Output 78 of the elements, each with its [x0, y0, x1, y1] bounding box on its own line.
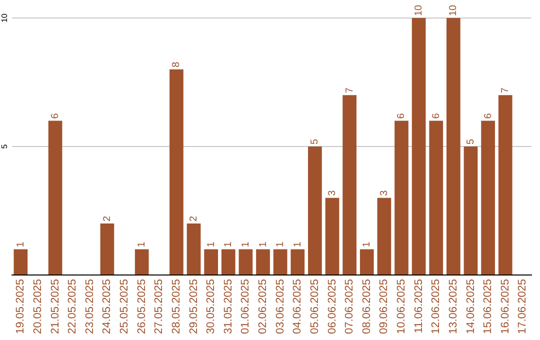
data-label: 1	[275, 241, 286, 248]
x-tick-label: 01.06.2025	[240, 278, 252, 334]
bar	[377, 198, 392, 274]
data-label: 6	[396, 112, 408, 119]
data-label: 1	[223, 241, 234, 248]
bar	[186, 224, 201, 274]
x-tick-label: 15.06.2025	[482, 278, 494, 334]
bar	[100, 224, 114, 274]
data-label: 1	[15, 241, 26, 248]
x-tick-label: 26.05.2025	[136, 278, 148, 334]
x-tick-label: 25.05.2025	[118, 278, 131, 334]
x-tick-label: 30.05.2025	[205, 278, 218, 334]
data-label: 5	[310, 138, 321, 144]
x-tick-label: 20.05.2025	[32, 278, 44, 334]
data-label: 1	[240, 241, 252, 248]
data-label: 6	[430, 112, 442, 119]
bar	[290, 249, 305, 274]
bar	[394, 120, 408, 274]
x-tick-label: 22.05.2025	[66, 278, 79, 334]
bar	[48, 120, 62, 274]
x-tick-label: 23.05.2025	[84, 278, 96, 334]
x-tick-label: 14.06.2025	[464, 278, 477, 334]
x-tick-label: 06.06.2025	[326, 278, 338, 334]
data-label: 8	[171, 61, 182, 68]
data-label: 1	[136, 241, 148, 248]
x-tick-label: 21.05.2025	[49, 278, 62, 334]
bar	[342, 95, 356, 274]
x-tick-label: 16.06.2025	[499, 278, 512, 334]
x-tick-label: 27.05.2025	[153, 278, 166, 334]
data-label: 1	[206, 241, 217, 248]
data-label: 5	[465, 138, 476, 144]
bar	[14, 249, 28, 274]
x-tick-label: 19.05.2025	[14, 278, 27, 334]
bar	[325, 198, 340, 274]
bar	[360, 249, 374, 274]
data-label: 3	[327, 190, 338, 196]
x-tick-label: 05.06.2025	[308, 278, 321, 334]
x-tick-label: 08.06.2025	[360, 278, 373, 334]
bar	[446, 18, 460, 274]
data-label: 2	[188, 216, 200, 222]
data-label: 1	[362, 241, 373, 248]
x-tick-label: 07.06.2025	[344, 278, 356, 334]
bar	[308, 146, 322, 274]
x-tick-label: 17.06.2025	[516, 278, 529, 334]
data-label: 3	[378, 190, 390, 196]
bar	[481, 120, 495, 274]
data-label: 10	[448, 4, 460, 16]
bar	[412, 18, 426, 274]
x-tick-label: 09.06.2025	[378, 278, 390, 334]
data-label: 7	[500, 87, 512, 94]
x-tick-label: 28.05.2025	[170, 278, 182, 334]
x-tick-label: 04.06.2025	[292, 278, 304, 334]
bar	[464, 146, 478, 274]
x-tick-label: 03.06.2025	[274, 278, 286, 334]
x-tick-label: 13.06.2025	[447, 278, 460, 334]
data-label: 6	[482, 112, 494, 119]
x-tick-label: 10.06.2025	[396, 278, 408, 334]
bar	[204, 249, 218, 274]
data-label: 6	[50, 112, 62, 119]
bar	[170, 69, 184, 274]
bar	[429, 120, 444, 274]
x-tick-label: 24.05.2025	[101, 278, 114, 334]
bar	[498, 95, 512, 274]
data-label: 10	[414, 4, 425, 16]
x-tick-label: 12.06.2025	[430, 278, 442, 334]
bar	[256, 249, 270, 274]
data-label: 1	[258, 241, 269, 248]
data-label: 2	[102, 216, 113, 222]
bar	[221, 249, 236, 274]
bar	[273, 249, 288, 274]
data-label: 7	[344, 87, 356, 94]
x-tick-label: 02.06.2025	[257, 278, 270, 334]
bar	[134, 249, 149, 274]
bar	[238, 249, 253, 274]
x-tick-label: 31.05.2025	[222, 278, 234, 334]
x-tick-label: 29.05.2025	[188, 278, 200, 334]
data-label: 1	[292, 241, 304, 248]
x-tick-label: 11.06.2025	[412, 278, 425, 334]
